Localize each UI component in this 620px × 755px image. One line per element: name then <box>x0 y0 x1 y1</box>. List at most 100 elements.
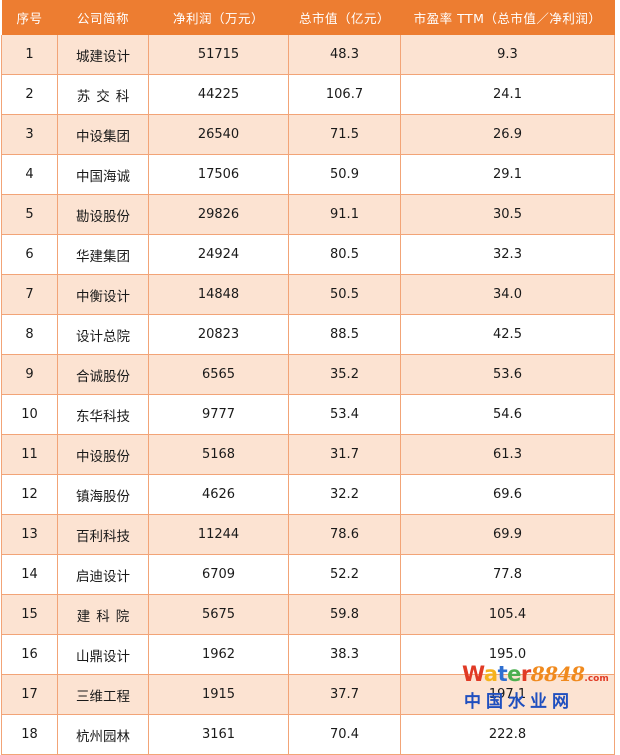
cell-company-name: 城建设计 <box>57 35 149 75</box>
cell-market-cap: 59.8 <box>288 594 401 635</box>
cell-net-profit: 5675 <box>148 594 289 635</box>
cell-net-profit: 1962 <box>148 634 289 675</box>
cell-market-cap: 88.5 <box>288 314 401 355</box>
cell-rank: 14 <box>1 554 58 595</box>
cell-company-name: 东华科技 <box>57 394 149 435</box>
cell-net-profit: 5168 <box>148 434 289 475</box>
cell-pe-ttm: 69.9 <box>400 514 615 555</box>
cell-pe-ttm: 26.9 <box>400 114 615 155</box>
cell-net-profit: 9777 <box>148 394 289 435</box>
cell-company-name: 百利科技 <box>57 514 149 555</box>
table-row: 17 三维工程 1915 37.7 197.1 <box>1 674 615 715</box>
cell-pe-ttm: 32.3 <box>400 234 615 275</box>
table-row: 15 建科院 5675 59.8 105.4 <box>1 594 615 635</box>
cell-rank: 13 <box>1 514 58 555</box>
cell-market-cap: 80.5 <box>288 234 401 275</box>
cell-pe-ttm: 197.1 <box>400 674 615 715</box>
table-row: 6 华建集团 24924 80.5 32.3 <box>1 234 615 275</box>
table-row: 13 百利科技 11244 78.6 69.9 <box>1 514 615 555</box>
cell-company-name: 设计总院 <box>57 314 149 355</box>
cell-market-cap: 78.6 <box>288 514 401 555</box>
cell-net-profit: 6565 <box>148 354 289 395</box>
table-row: 11 中设股份 5168 31.7 61.3 <box>1 434 615 475</box>
cell-net-profit: 29826 <box>148 194 289 235</box>
column-header-market-cap: 总市值（亿元） <box>288 0 401 35</box>
cell-pe-ttm: 54.6 <box>400 394 615 435</box>
cell-company-name: 华建集团 <box>57 234 149 275</box>
cell-rank: 5 <box>1 194 58 235</box>
cell-company-name: 建科院 <box>57 594 149 635</box>
table-row: 16 山鼎设计 1962 38.3 195.0 <box>1 634 615 675</box>
cell-net-profit: 14848 <box>148 274 289 315</box>
column-header-company: 公司简称 <box>57 0 149 35</box>
column-header-net-profit: 净利润（万元） <box>148 0 289 35</box>
cell-market-cap: 91.1 <box>288 194 401 235</box>
cell-pe-ttm: 24.1 <box>400 74 615 115</box>
cell-market-cap: 71.5 <box>288 114 401 155</box>
cell-rank: 18 <box>1 714 58 755</box>
cell-pe-ttm: 69.6 <box>400 474 615 515</box>
cell-company-name: 合诚股份 <box>57 354 149 395</box>
cell-rank: 7 <box>1 274 58 315</box>
cell-market-cap: 37.7 <box>288 674 401 715</box>
table-row: 18 杭州园林 3161 70.4 222.8 <box>1 714 615 755</box>
cell-net-profit: 17506 <box>148 154 289 195</box>
cell-net-profit: 44225 <box>148 74 289 115</box>
cell-pe-ttm: 222.8 <box>400 714 615 755</box>
table-row: 9 合诚股份 6565 35.2 53.6 <box>1 354 615 395</box>
cell-net-profit: 20823 <box>148 314 289 355</box>
cell-market-cap: 70.4 <box>288 714 401 755</box>
table-row: 8 设计总院 20823 88.5 42.5 <box>1 314 615 355</box>
cell-pe-ttm: 29.1 <box>400 154 615 195</box>
cell-market-cap: 50.5 <box>288 274 401 315</box>
cell-company-name: 三维工程 <box>57 674 149 715</box>
table-row: 1 城建设计 51715 48.3 9.3 <box>1 35 615 75</box>
cell-net-profit: 11244 <box>148 514 289 555</box>
cell-rank: 4 <box>1 154 58 195</box>
cell-rank: 15 <box>1 594 58 635</box>
cell-company-name: 山鼎设计 <box>57 634 149 675</box>
cell-company-name: 勘设股份 <box>57 194 149 235</box>
cell-market-cap: 52.2 <box>288 554 401 595</box>
cell-pe-ttm: 105.4 <box>400 594 615 635</box>
table-row: 2 苏交科 44225 106.7 24.1 <box>1 74 615 115</box>
cell-company-name: 启迪设计 <box>57 554 149 595</box>
cell-market-cap: 31.7 <box>288 434 401 475</box>
cell-net-profit: 51715 <box>148 35 289 75</box>
table-row: 4 中国海诚 17506 50.9 29.1 <box>1 154 615 195</box>
table-row: 12 镇海股份 4626 32.2 69.6 <box>1 474 615 515</box>
cell-net-profit: 24924 <box>148 234 289 275</box>
cell-market-cap: 48.3 <box>288 35 401 75</box>
cell-market-cap: 32.2 <box>288 474 401 515</box>
table-row: 14 启迪设计 6709 52.2 77.8 <box>1 554 615 595</box>
column-header-pe-ttm: 市盈率 TTM（总市值／净利润） <box>400 0 615 35</box>
table-header-row: 序号 公司简称 净利润（万元） 总市值（亿元） 市盈率 TTM（总市值／净利润） <box>1 0 615 35</box>
cell-rank: 10 <box>1 394 58 435</box>
cell-pe-ttm: 77.8 <box>400 554 615 595</box>
table-header: 序号 公司简称 净利润（万元） 总市值（亿元） 市盈率 TTM（总市值／净利润） <box>1 0 615 35</box>
cell-net-profit: 4626 <box>148 474 289 515</box>
cell-company-name: 镇海股份 <box>57 474 149 515</box>
cell-rank: 12 <box>1 474 58 515</box>
table-body: 1 城建设计 51715 48.3 9.3 2 苏交科 44225 106.7 24.1 3 中设集团… <box>1 35 615 755</box>
cell-rank: 17 <box>1 674 58 715</box>
cell-net-profit: 3161 <box>148 714 289 755</box>
cell-pe-ttm: 195.0 <box>400 634 615 675</box>
column-header-rank: 序号 <box>1 0 58 35</box>
cell-market-cap: 53.4 <box>288 394 401 435</box>
cell-pe-ttm: 9.3 <box>400 35 615 75</box>
cell-rank: 9 <box>1 354 58 395</box>
cell-market-cap: 106.7 <box>288 74 401 115</box>
cell-rank: 3 <box>1 114 58 155</box>
cell-company-name: 中衡设计 <box>57 274 149 315</box>
cell-company-name: 杭州园林 <box>57 714 149 755</box>
cell-company-name: 中设股份 <box>57 434 149 475</box>
cell-net-profit: 26540 <box>148 114 289 155</box>
cell-pe-ttm: 30.5 <box>400 194 615 235</box>
cell-pe-ttm: 42.5 <box>400 314 615 355</box>
cell-pe-ttm: 61.3 <box>400 434 615 475</box>
table-row: 5 勘设股份 29826 91.1 30.5 <box>1 194 615 235</box>
cell-net-profit: 1915 <box>148 674 289 715</box>
table-row: 10 东华科技 9777 53.4 54.6 <box>1 394 615 435</box>
